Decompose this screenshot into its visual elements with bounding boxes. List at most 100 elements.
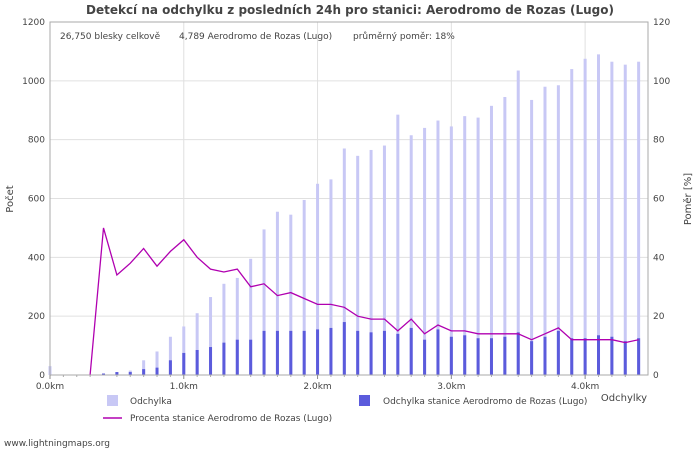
left-tick-label: 600 xyxy=(28,195,45,205)
right-tick-label: 0 xyxy=(653,371,659,381)
legend-label-ratio: Procenta stanice Aerodromo de Rozas (Lug… xyxy=(130,414,332,424)
bar-total xyxy=(396,114,400,375)
bar-station xyxy=(543,336,547,375)
bar-total xyxy=(623,64,627,375)
bar-total xyxy=(342,148,346,375)
right-axis-label: Poměr [%] xyxy=(682,173,694,225)
plot-frame xyxy=(49,21,649,376)
bar-total xyxy=(463,116,467,375)
left-tick-label: 1000 xyxy=(22,77,45,87)
bar-station xyxy=(195,349,199,375)
right-tick-label: 40 xyxy=(653,253,665,263)
bar-station xyxy=(316,329,320,375)
bar-station xyxy=(396,333,400,375)
bar-station xyxy=(249,339,253,375)
bar-total xyxy=(275,211,279,375)
x-tick-label: 4.0km xyxy=(571,382,599,392)
bar-station xyxy=(489,338,493,375)
bar-total xyxy=(530,99,534,376)
left-tick-label: 200 xyxy=(28,312,45,322)
bar-station xyxy=(583,338,587,375)
left-tick-label: 800 xyxy=(28,136,45,146)
right-tick-label: 80 xyxy=(653,136,665,146)
bar-station xyxy=(597,335,601,375)
legend-label-station: Odchylka stanice Aerodromo de Rozas (Lug… xyxy=(383,397,587,407)
station-bars xyxy=(102,322,641,375)
right-axis-ticks: 0 20 40 60 80 100 120 xyxy=(653,18,670,381)
bar-station xyxy=(222,342,226,375)
bar-total xyxy=(516,70,520,375)
bar-station xyxy=(168,360,172,375)
bar-total xyxy=(222,283,226,375)
total-bars xyxy=(48,54,641,376)
x-axis-label: Odchylky xyxy=(601,393,647,404)
chart-title: Detekcí na odchylku z posledních 24h pro… xyxy=(86,3,614,17)
bar-total xyxy=(382,145,386,375)
bar-station xyxy=(102,373,106,375)
bar-total xyxy=(369,149,373,375)
bar-total xyxy=(637,61,641,376)
bar-station xyxy=(356,330,360,375)
bar-total xyxy=(329,179,333,375)
bar-total xyxy=(209,297,213,375)
bar-total xyxy=(556,85,560,375)
right-tick-label: 20 xyxy=(653,312,665,322)
bar-station xyxy=(449,336,453,375)
bar-station xyxy=(235,339,239,375)
bar-total xyxy=(489,105,493,376)
bar-total xyxy=(449,126,453,375)
bar-station xyxy=(476,338,480,375)
right-tick-label: 120 xyxy=(653,18,670,28)
bar-total xyxy=(597,54,601,375)
bar-station xyxy=(155,367,159,375)
x-tick-label: 1.0km xyxy=(170,382,198,392)
bar-total xyxy=(476,117,480,376)
bar-station xyxy=(302,330,306,375)
bar-total xyxy=(168,336,172,375)
bar-station xyxy=(209,347,213,375)
bar-station xyxy=(423,339,427,375)
bar-station xyxy=(463,335,467,375)
bar-station xyxy=(623,341,627,375)
bar-station xyxy=(610,336,614,375)
bar-station xyxy=(637,338,641,375)
left-axis-ticks: 0 200 400 600 800 1000 1200 xyxy=(22,18,45,381)
x-tick-label: 3.0km xyxy=(437,382,465,392)
bar-total xyxy=(289,214,293,375)
bar-total xyxy=(409,135,413,375)
footer-credit: www.lightningmaps.org xyxy=(4,439,110,449)
info-station: 4,789 Aerodromo de Rozas (Lugo) xyxy=(179,32,332,42)
bar-total xyxy=(583,58,587,375)
x-axis-ticks: 0.0km 1.0km 2.0km 3.0km 4.0km xyxy=(36,375,626,392)
bar-total xyxy=(316,183,320,375)
bar-station xyxy=(556,330,560,375)
x-tick-label: 2.0km xyxy=(303,382,331,392)
left-axis-label: Počet xyxy=(4,185,16,212)
bar-total xyxy=(436,120,440,375)
bar-station xyxy=(275,330,279,375)
right-tick-label: 100 xyxy=(653,77,670,87)
bar-station xyxy=(289,330,293,375)
left-tick-label: 1200 xyxy=(22,18,45,28)
bar-station xyxy=(436,329,440,375)
bar-total xyxy=(503,97,507,375)
bar-station xyxy=(516,332,520,375)
bar-station xyxy=(342,322,346,375)
info-line: 26,750 blesky celkově 4,789 Aerodromo de… xyxy=(60,31,455,42)
bar-total xyxy=(610,61,614,376)
bar-station xyxy=(369,332,373,375)
bar-total xyxy=(235,277,239,375)
bar-total xyxy=(543,86,547,375)
info-ratio: průměrný poměr: 18% xyxy=(353,31,455,42)
bar-station xyxy=(382,330,386,375)
bar-station xyxy=(182,352,186,375)
bar-total xyxy=(570,69,574,376)
bar-total xyxy=(142,360,146,375)
legend-swatch-station xyxy=(359,395,370,406)
bar-station xyxy=(409,327,413,375)
bar-station xyxy=(128,372,132,375)
bar-total xyxy=(182,326,186,375)
legend-label-total: Odchylka xyxy=(130,397,172,407)
legend: Odchylka Odchylka stanice Aerodromo de R… xyxy=(103,395,587,424)
